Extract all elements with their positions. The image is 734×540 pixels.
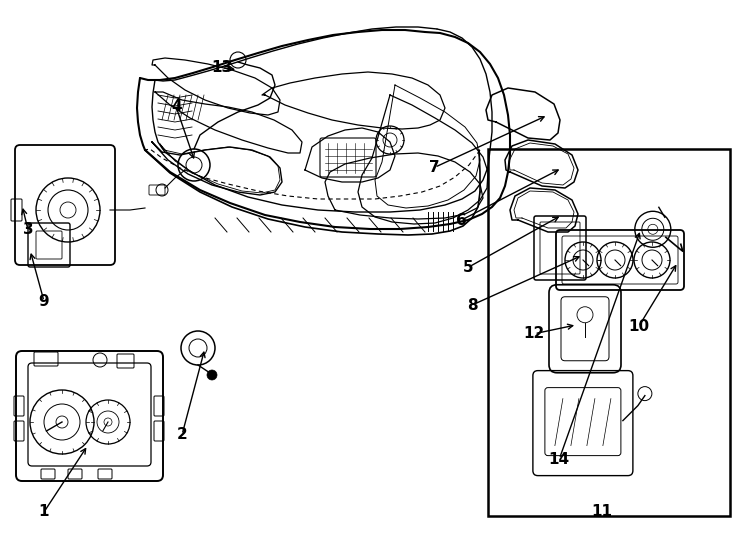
Text: 14: 14 [549, 451, 570, 467]
Text: 2: 2 [177, 427, 187, 442]
Text: 9: 9 [39, 294, 49, 309]
Text: 12: 12 [524, 326, 545, 341]
Text: 8: 8 [467, 298, 477, 313]
Text: 4: 4 [171, 99, 181, 114]
Text: 7: 7 [429, 160, 440, 175]
Text: 5: 5 [463, 260, 473, 275]
Text: 6: 6 [456, 213, 466, 228]
Text: 11: 11 [592, 504, 612, 519]
Text: 1: 1 [39, 504, 49, 519]
Text: 10: 10 [628, 319, 649, 334]
Text: 3: 3 [23, 222, 33, 237]
Circle shape [207, 370, 217, 380]
Bar [488, 148, 730, 516]
Text: 13: 13 [211, 60, 232, 75]
